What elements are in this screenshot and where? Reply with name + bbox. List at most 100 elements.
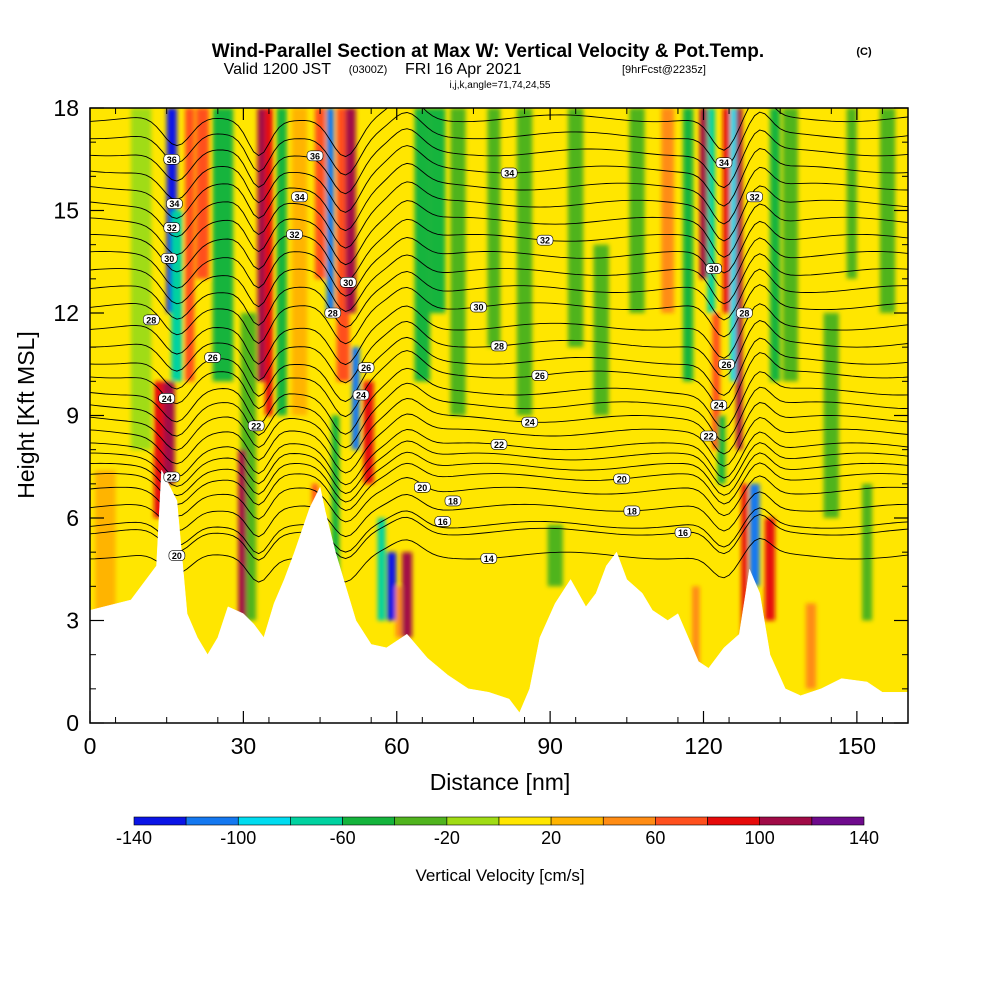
velocity-band (95, 470, 116, 621)
velocity-band (265, 108, 273, 416)
forecast-info: [9hrFcst@2235z] (622, 64, 706, 76)
contour-label-box (613, 473, 631, 485)
contour-label: 32 (536, 234, 554, 246)
contour-label: 22 (247, 420, 265, 432)
terrain-mask (90, 469, 908, 723)
isentrope-line (90, 537, 908, 583)
contour-label-text: 30 (343, 278, 353, 288)
contour-label-box (247, 420, 265, 432)
contour-label-box (163, 154, 181, 165)
velocity-band (257, 108, 266, 382)
plot-area: 14 16 18 20 22 24 26 28 30 32 34 36 34 32 30 28 26 24 22 22… (90, 108, 908, 723)
isentrope-line (90, 440, 908, 494)
isentrope-line (90, 200, 908, 266)
contour-label-text: 32 (750, 192, 760, 202)
contour-label-text: 28 (146, 315, 156, 325)
copyright-mark: (C) (856, 46, 872, 58)
contour-label: 28 (143, 314, 160, 326)
x-axis: 0 30 60 90 120 150 (84, 108, 883, 759)
contour-label-box (160, 253, 178, 264)
contour-label-text: 30 (473, 303, 483, 313)
contour-label-box (444, 495, 462, 507)
contour-label-text: 22 (494, 440, 504, 450)
isentrope-line (90, 367, 908, 435)
contour-label-box (143, 314, 160, 326)
colorbar-tick-label: 140 (849, 828, 879, 848)
contour-label: 30 (160, 253, 178, 264)
contour-label-text: 26 (208, 353, 218, 363)
grid-indices: i,j,k,angle=71,74,24,55 (450, 80, 551, 91)
colorbar: -140 -100 -60 -20 20 60 100 140 (116, 816, 879, 848)
contour-label: 30 (470, 301, 487, 313)
colorbar-label: Vertical Velocity [cm/s] (415, 866, 584, 885)
contour-label-text: 34 (295, 192, 305, 202)
contour-label: 26 (531, 370, 549, 381)
isentrope-line (90, 162, 908, 232)
contour-label-text: 22 (251, 421, 261, 431)
x-tick-label: 30 (231, 733, 257, 759)
colorbar-swatch (290, 816, 343, 826)
velocity-band (238, 449, 247, 621)
velocity-band (749, 483, 760, 587)
velocity-band (741, 483, 748, 638)
contour-label: 26 (357, 362, 375, 373)
velocity-band (593, 244, 609, 416)
isentrope-line (90, 303, 908, 366)
colorbar-swatch (498, 816, 552, 826)
contour-label-text: 32 (167, 223, 177, 233)
contour-label-box (490, 340, 508, 352)
isentrope-line (90, 451, 908, 503)
contour-label-text: 34 (504, 168, 514, 178)
colorbar-tick-label: 100 (745, 828, 775, 848)
contour-label: 34 (715, 157, 733, 168)
contour-label-text: 24 (162, 394, 172, 404)
contour-label: 32 (286, 229, 303, 240)
contour-label-box (746, 191, 763, 203)
contour-label-text: 16 (678, 528, 688, 538)
contour-label: 30 (705, 263, 723, 274)
contour-label: 18 (623, 505, 641, 516)
contour-label-text: 26 (535, 371, 545, 381)
x-tick-label: 90 (537, 733, 563, 759)
contour-label-text: 20 (172, 551, 182, 561)
colorbar-swatch (133, 816, 187, 826)
colorbar-swatch (707, 816, 760, 826)
velocity-band (387, 552, 397, 621)
contour-label: 18 (444, 495, 462, 507)
colorbar-swatch (185, 816, 239, 826)
isentrope-line (90, 284, 908, 345)
contour-label-text: 36 (310, 151, 320, 161)
contour-label-box (434, 516, 452, 527)
isentrope-line (90, 111, 908, 176)
isentrope-line (90, 268, 908, 328)
contour-label-text: 24 (525, 418, 535, 428)
contour-label: 24 (158, 393, 175, 404)
velocity-band (764, 518, 775, 621)
contour-label-text: 28 (494, 341, 504, 351)
contour-label-text: 20 (617, 474, 627, 484)
isentrope-line (90, 128, 908, 195)
contour-label-text: 20 (417, 483, 427, 493)
contour-label-text: 24 (714, 401, 724, 411)
velocity-band (692, 586, 700, 672)
velocity-band (315, 108, 326, 279)
contour-label-box (490, 439, 508, 450)
contour-label-box (306, 150, 324, 162)
x-tick-label: 120 (684, 733, 722, 759)
velocity-band (683, 108, 694, 382)
velocity-band (171, 210, 183, 382)
isentrope-line (90, 398, 908, 462)
contour-labels: 14 16 18 20 22 24 26 28 30 32 34 36 34 32 30 28 26 24 22 22… (143, 150, 763, 564)
velocity-band (722, 108, 731, 313)
isentrope-line (90, 145, 908, 213)
contour-label-box (531, 370, 549, 381)
contour-label-box (705, 263, 723, 274)
contour-label: 24 (710, 399, 728, 411)
y-tick-label: 3 (66, 608, 79, 634)
contour-label: 36 (306, 150, 324, 162)
contour-label-text: 30 (709, 264, 719, 274)
contour-label: 20 (168, 550, 186, 561)
contour-label: 34 (291, 191, 308, 202)
isentrope-line (90, 237, 908, 297)
contour-label: 20 (413, 481, 431, 493)
